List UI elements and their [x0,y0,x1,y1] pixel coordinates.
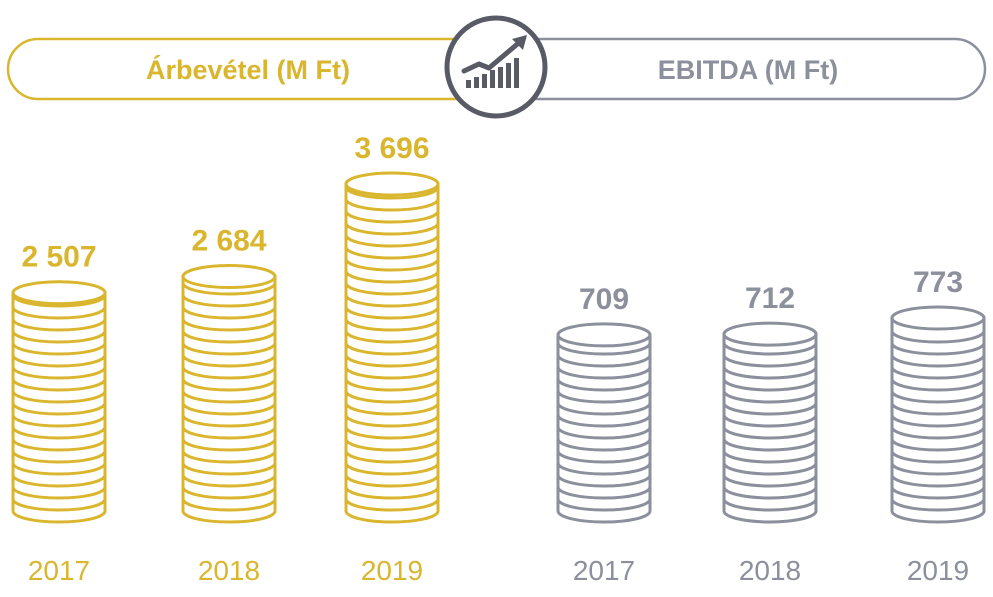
ebitda-bar-2019 [890,305,986,524]
ebitda-value-label-2018: 712 [745,282,795,315]
ebitda-year-label-2019: 2019 [907,555,969,586]
revenue-year-label-2018: 2018 [198,555,260,586]
ebitda-bar-2017 [556,322,652,524]
revenue-value-label-2018: 2 684 [191,225,266,258]
revenue-value-label-2019: 3 696 [354,132,429,165]
revenue-bar-2018 [181,264,277,524]
ebitda-value-label-2019: 773 [913,266,963,299]
revenue-bar-2017 [11,280,107,524]
coin-stacks [11,171,986,524]
ebitda-year-label-2018: 2018 [739,555,801,586]
revenue-bar-2019 [344,171,440,524]
ebitda-chart-title: EBITDA (M Ft) [658,55,838,85]
revenue-value-label-2017: 2 507 [21,241,96,274]
revenue-chart-title: Árbevétel (M Ft) [146,54,350,85]
ebitda-year-label-2017: 2017 [573,555,635,586]
revenue-year-label-2019: 2019 [361,555,423,586]
revenue-year-label-2017: 2017 [28,555,90,586]
ebitda-value-label-2017: 709 [579,283,629,316]
ebitda-bar-2018 [722,321,818,524]
growth-chart-icon [444,15,548,119]
chart-labels: 2 507 2017 2 684 2018 3 696 2019 709 2017 712 201… [21,132,969,586]
